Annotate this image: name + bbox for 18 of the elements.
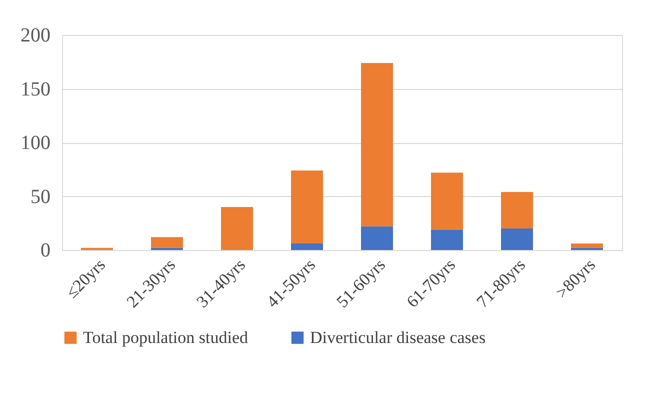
bar [151,237,183,248]
bar [431,172,463,230]
bar [291,244,323,250]
y-tick-label: 200 [20,24,50,46]
bar [501,228,533,250]
bar [221,207,253,250]
legend-label: Diverticular disease cases [310,328,486,347]
legend-label: Total population studied [83,328,249,347]
y-tick-label: 0 [40,240,50,262]
bar [291,170,323,244]
y-tick-label: 100 [20,132,50,154]
bar [431,230,463,250]
bar [361,226,393,250]
bar [571,244,603,248]
y-tick-label: 150 [20,78,50,100]
bar [501,192,533,228]
y-tick-label: 50 [30,186,50,208]
bar [361,62,393,226]
